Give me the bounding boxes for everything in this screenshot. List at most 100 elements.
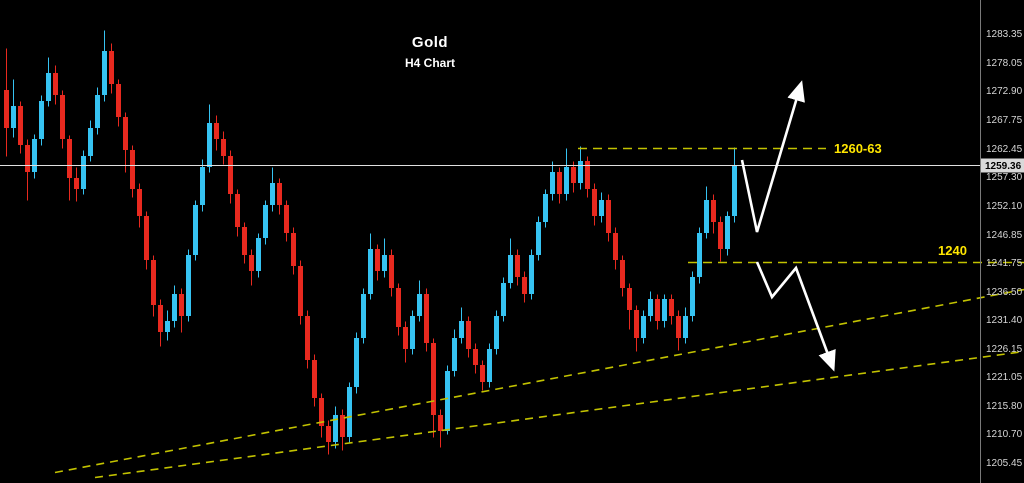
candle-body (648, 299, 653, 316)
candle-body (200, 167, 205, 205)
candle-body (179, 294, 184, 316)
candle-body (144, 216, 149, 260)
candle-body (431, 343, 436, 415)
candle-body (116, 84, 121, 117)
bearish-projection-arrow[interactable] (755, 261, 836, 372)
candle-body (599, 200, 604, 216)
candle-body (193, 205, 198, 255)
price-axis-label: 1210.70 (986, 429, 1023, 440)
candle-body (452, 338, 457, 371)
candle-body (417, 294, 422, 316)
price-axis-label: 1252.10 (986, 201, 1023, 212)
current-price-value: 1259.36 (985, 161, 1022, 172)
candle-body (151, 260, 156, 305)
price-axis-label: 1283.35 (986, 29, 1023, 40)
candle-body (207, 123, 212, 167)
candle-body (592, 189, 597, 216)
price-axis-label: 1215.80 (986, 401, 1023, 412)
candle-body (221, 139, 226, 156)
candle-body (466, 321, 471, 349)
candle-body (368, 249, 373, 294)
candle-body (445, 371, 450, 431)
candle-body (564, 167, 569, 194)
candle-body (60, 95, 65, 139)
candle-body (718, 222, 723, 249)
candle-body (347, 387, 352, 437)
candle-body (480, 365, 485, 382)
candle-body (11, 106, 16, 128)
candle-body (326, 426, 331, 442)
candle-body (508, 255, 513, 283)
candle-body (410, 316, 415, 349)
candles-layer (4, 30, 737, 455)
price-axis-label: 1267.75 (986, 115, 1023, 126)
candle-body (501, 283, 506, 316)
candle-body (95, 95, 100, 128)
chart-title: Gold (411, 34, 449, 51)
chart-subtitle: H4 Chart (404, 56, 455, 70)
candle-body (242, 227, 247, 255)
candle-body (249, 255, 254, 271)
price-axis-label: 1257.30 (986, 172, 1023, 183)
candle-body (732, 165, 737, 216)
candle-body (641, 316, 646, 338)
trendline-1[interactable] (54, 288, 1024, 474)
candle-body (32, 139, 37, 172)
candle-body (459, 321, 464, 338)
current-price-tag (981, 158, 1024, 173)
candle-body (228, 156, 233, 194)
candle-body (550, 172, 555, 194)
bullish-projection-arrow[interactable] (740, 80, 805, 233)
price-axis-label: 1241.75 (986, 258, 1023, 269)
level-label-1260-63: 1260-63 (834, 140, 882, 156)
price-axis-label: 1231.40 (986, 315, 1023, 326)
candle-body (130, 150, 135, 189)
chart-title-block: Gold H4 Chart (365, 34, 495, 70)
candle-body (319, 398, 324, 426)
candle-body (25, 145, 30, 172)
price-axis-label: 1221.05 (986, 372, 1023, 383)
candle-body (165, 321, 170, 332)
candle-body (46, 73, 51, 101)
price-axis-label: 1278.05 (986, 58, 1023, 69)
candle-body (571, 167, 576, 183)
candle-body (515, 255, 520, 277)
candle-body (487, 349, 492, 382)
trendline-2[interactable] (94, 350, 1024, 479)
candle-body (333, 415, 338, 442)
candle-body (711, 200, 716, 222)
candle-body (424, 294, 429, 343)
candle-body (137, 189, 142, 216)
candle-body (123, 117, 128, 150)
candle-body (536, 222, 541, 255)
candle-body (256, 238, 261, 271)
candle-body (613, 233, 618, 260)
price-axis-label: 1236.50 (986, 287, 1023, 298)
candle-body (172, 294, 177, 321)
candle-body (578, 161, 583, 183)
level-label-1240: 1240 (938, 242, 967, 258)
candle-body (585, 161, 590, 189)
candle-body (263, 205, 268, 238)
candle-body (662, 299, 667, 321)
candle-body (18, 106, 23, 145)
candle-body (389, 255, 394, 288)
candle-body (305, 316, 310, 360)
candle-body (270, 183, 275, 205)
candle-body (67, 139, 72, 178)
candle-body (557, 172, 562, 194)
candle-body (438, 415, 443, 431)
price-axis-label: 1246.85 (986, 230, 1023, 241)
candle-body (543, 194, 548, 222)
candle-body (529, 255, 534, 294)
candle-body (725, 216, 730, 249)
candle-body (606, 200, 611, 233)
candle-body (102, 51, 107, 95)
price-axis-label: 1262.45 (986, 144, 1023, 155)
candle-body (403, 327, 408, 349)
candle-body (704, 200, 709, 233)
candle-body (158, 305, 163, 332)
candle-body (655, 299, 660, 321)
